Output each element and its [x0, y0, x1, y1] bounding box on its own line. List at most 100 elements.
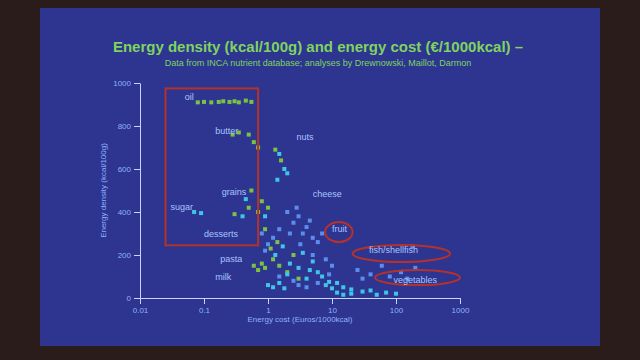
point: [305, 277, 309, 281]
y-tick-mark: [134, 169, 140, 170]
y-tick-label: 1000: [113, 79, 131, 88]
point: [282, 286, 286, 290]
y-axis-line: [140, 84, 141, 299]
point: [324, 257, 328, 261]
point: [361, 290, 365, 294]
point: [369, 288, 373, 292]
point: [252, 140, 256, 144]
x-tick-mark: [268, 298, 269, 304]
x-tick-mark: [204, 298, 205, 304]
point: [297, 266, 301, 270]
point: [277, 275, 281, 279]
point: [199, 211, 203, 215]
point: [263, 214, 267, 218]
point: [221, 99, 225, 103]
point: [301, 251, 305, 255]
point: [355, 268, 359, 272]
point: [256, 268, 260, 272]
point: [277, 152, 281, 156]
x-tick-mark: [140, 298, 141, 304]
room-background: [0, 0, 640, 360]
point: [285, 272, 289, 276]
point: [298, 242, 302, 246]
point: [320, 275, 324, 279]
y-tick-mark: [134, 212, 140, 213]
point: [361, 277, 365, 281]
x-axis-line: [141, 298, 461, 299]
point: [288, 262, 292, 266]
point: [320, 232, 324, 236]
point: [335, 291, 339, 295]
point: [330, 286, 334, 290]
annotation: pasta: [220, 254, 242, 264]
y-tick-mark: [134, 298, 140, 299]
annotation: vegetables: [393, 275, 437, 285]
point: [247, 206, 251, 210]
point: [380, 264, 384, 268]
point: [247, 133, 251, 137]
highlight-ellipse: [325, 222, 353, 242]
point: [297, 214, 301, 218]
point: [249, 189, 253, 193]
x-axis: 0.010.11101001000: [133, 298, 470, 315]
point: [263, 266, 267, 270]
point: [291, 279, 295, 283]
x-tick: 1000: [452, 298, 470, 315]
point: [282, 167, 286, 171]
point: [305, 225, 309, 229]
point: [285, 210, 289, 214]
point: [269, 247, 273, 251]
y-tick-label: 800: [118, 122, 132, 131]
y-tick: 400: [118, 208, 140, 217]
y-tick-mark: [134, 83, 140, 84]
y-tick: 1000: [113, 79, 140, 88]
y-axis-title: Energy density (kcal/100g): [99, 143, 108, 238]
point: [341, 293, 345, 297]
x-tick-label: 100: [390, 306, 404, 315]
x-tick-label: 1000: [452, 306, 470, 315]
point: [252, 264, 256, 268]
point: [277, 264, 281, 268]
annotation: sugar: [171, 202, 194, 212]
x-tick-mark: [396, 298, 397, 304]
annotation: nuts: [297, 132, 315, 142]
point: [263, 249, 267, 253]
point: [249, 100, 253, 104]
point: [311, 253, 315, 257]
annotations: oilbutternutssugargrainscheesedessertsfr…: [171, 92, 438, 285]
subtitle: Data from INCA nutrient database; analys…: [165, 58, 472, 68]
point: [327, 280, 331, 284]
point: [297, 277, 301, 281]
point: [244, 197, 248, 201]
point: [341, 285, 345, 289]
point: [277, 227, 281, 231]
x-tick: 0.1: [199, 298, 211, 315]
point: [273, 148, 277, 152]
point: [266, 206, 270, 210]
title: Energy density (kcal/100g) and energy co…: [113, 38, 523, 55]
point: [285, 171, 289, 175]
x-tick-mark: [332, 298, 333, 304]
point: [217, 100, 221, 104]
point: [266, 242, 270, 246]
x-tick: 100: [390, 298, 404, 315]
point: [279, 158, 283, 162]
annotation: cheese: [313, 189, 342, 199]
point: [266, 283, 270, 287]
point: [271, 285, 275, 289]
y-tick-mark: [134, 255, 140, 256]
point: [305, 285, 309, 289]
point: [316, 281, 320, 285]
x-tick: 0.01: [133, 298, 149, 315]
y-tick: 200: [118, 251, 140, 260]
series: [192, 152, 398, 297]
point: [301, 232, 305, 236]
point: [209, 100, 213, 104]
point: [237, 100, 241, 104]
point: [316, 240, 320, 244]
x-tick-mark: [460, 298, 461, 304]
highlight-ellipse: [375, 270, 460, 285]
point: [297, 283, 301, 287]
point: [260, 232, 264, 236]
point: [291, 253, 295, 257]
